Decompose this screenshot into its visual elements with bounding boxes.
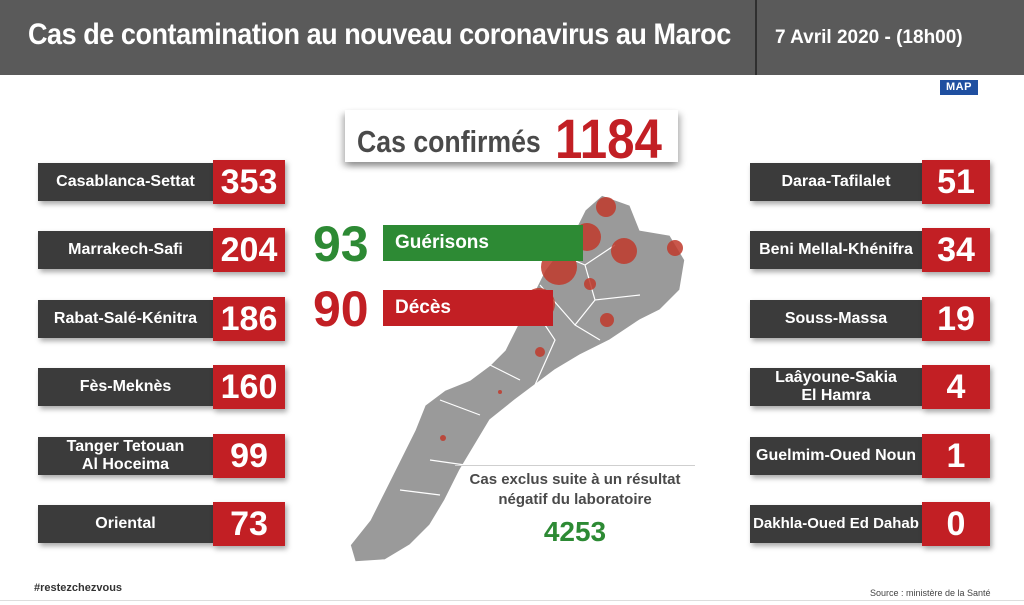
bubble-beni-mellal	[584, 278, 596, 290]
region-name: Beni Mellal-Khénifra	[750, 231, 922, 269]
region-value: 73	[213, 502, 285, 546]
region-value: 4	[922, 365, 990, 409]
region-name: Oriental	[38, 505, 213, 543]
region-name: Souss-Massa	[750, 300, 922, 338]
recovered-value: 93	[313, 216, 369, 272]
bubble-souss	[535, 347, 545, 357]
confirmed-label: Cas confirmés	[357, 124, 541, 159]
region-borders	[399, 244, 641, 496]
region-name: Marrakech-Safi	[38, 231, 213, 269]
region-value: 204	[213, 228, 285, 272]
region-value: 1	[922, 434, 990, 478]
excluded-panel: Cas exclus suite à un résultat négatif d…	[455, 470, 695, 548]
region-value: 160	[213, 365, 285, 409]
excluded-value: 4253	[543, 516, 607, 547]
region-name: Rabat-Salé-Kénitra	[38, 300, 213, 338]
footer-divider	[0, 600, 1024, 601]
region-name: Guelmim-Oued Noun	[750, 437, 922, 475]
page-title: Cas de contamination au nouveau coronavi…	[28, 18, 731, 51]
report-date: 7 Avril 2020 - (18h00)	[775, 27, 963, 48]
deaths-value: 90	[313, 281, 369, 337]
recovered-label: Guérisons	[383, 225, 583, 261]
region-value: 51	[922, 160, 990, 204]
region-value: 0	[922, 502, 990, 546]
bubble-guelmim	[498, 390, 502, 394]
region-name: Daraa-Tafilalet	[750, 163, 922, 201]
excluded-text: Cas exclus suite à un résultat négatif d…	[469, 471, 681, 508]
region-value: 34	[922, 228, 990, 272]
deaths-label: Décès	[383, 290, 553, 326]
bubble-daraa	[600, 313, 614, 327]
region-value: 99	[213, 434, 285, 478]
region-value: 19	[922, 297, 990, 341]
bubble-tanger	[596, 197, 616, 217]
region-value: 353	[213, 160, 285, 204]
region-name: Fès-Meknès	[38, 368, 213, 406]
region-name: Casablanca-Settat	[38, 163, 213, 201]
region-name: Laâyoune-Sakia El Hamra	[750, 368, 922, 406]
confirmed-box	[345, 110, 678, 162]
confirmed-value: 1184	[555, 107, 662, 170]
bubble-fes	[611, 238, 637, 264]
confirmed-cases-panel: Cas confirmés 1184	[345, 100, 680, 170]
region-value: 186	[213, 297, 285, 341]
header-divider	[755, 0, 757, 75]
header-bar: Cas de contamination au nouveau coronavi…	[0, 0, 1024, 75]
map-agency-logo: MAP	[940, 80, 978, 95]
region-name: Tanger Tetouan Al Hoceima	[38, 437, 213, 475]
excluded-divider	[455, 465, 695, 466]
bubble-oriental	[667, 240, 683, 256]
bubble-laayoune	[440, 435, 446, 441]
source-note: Source : ministère de la Santé	[870, 588, 991, 598]
region-name: Dakhla-Oued Ed Dahab	[750, 505, 922, 543]
hashtag: #restezchezvous	[34, 582, 123, 594]
